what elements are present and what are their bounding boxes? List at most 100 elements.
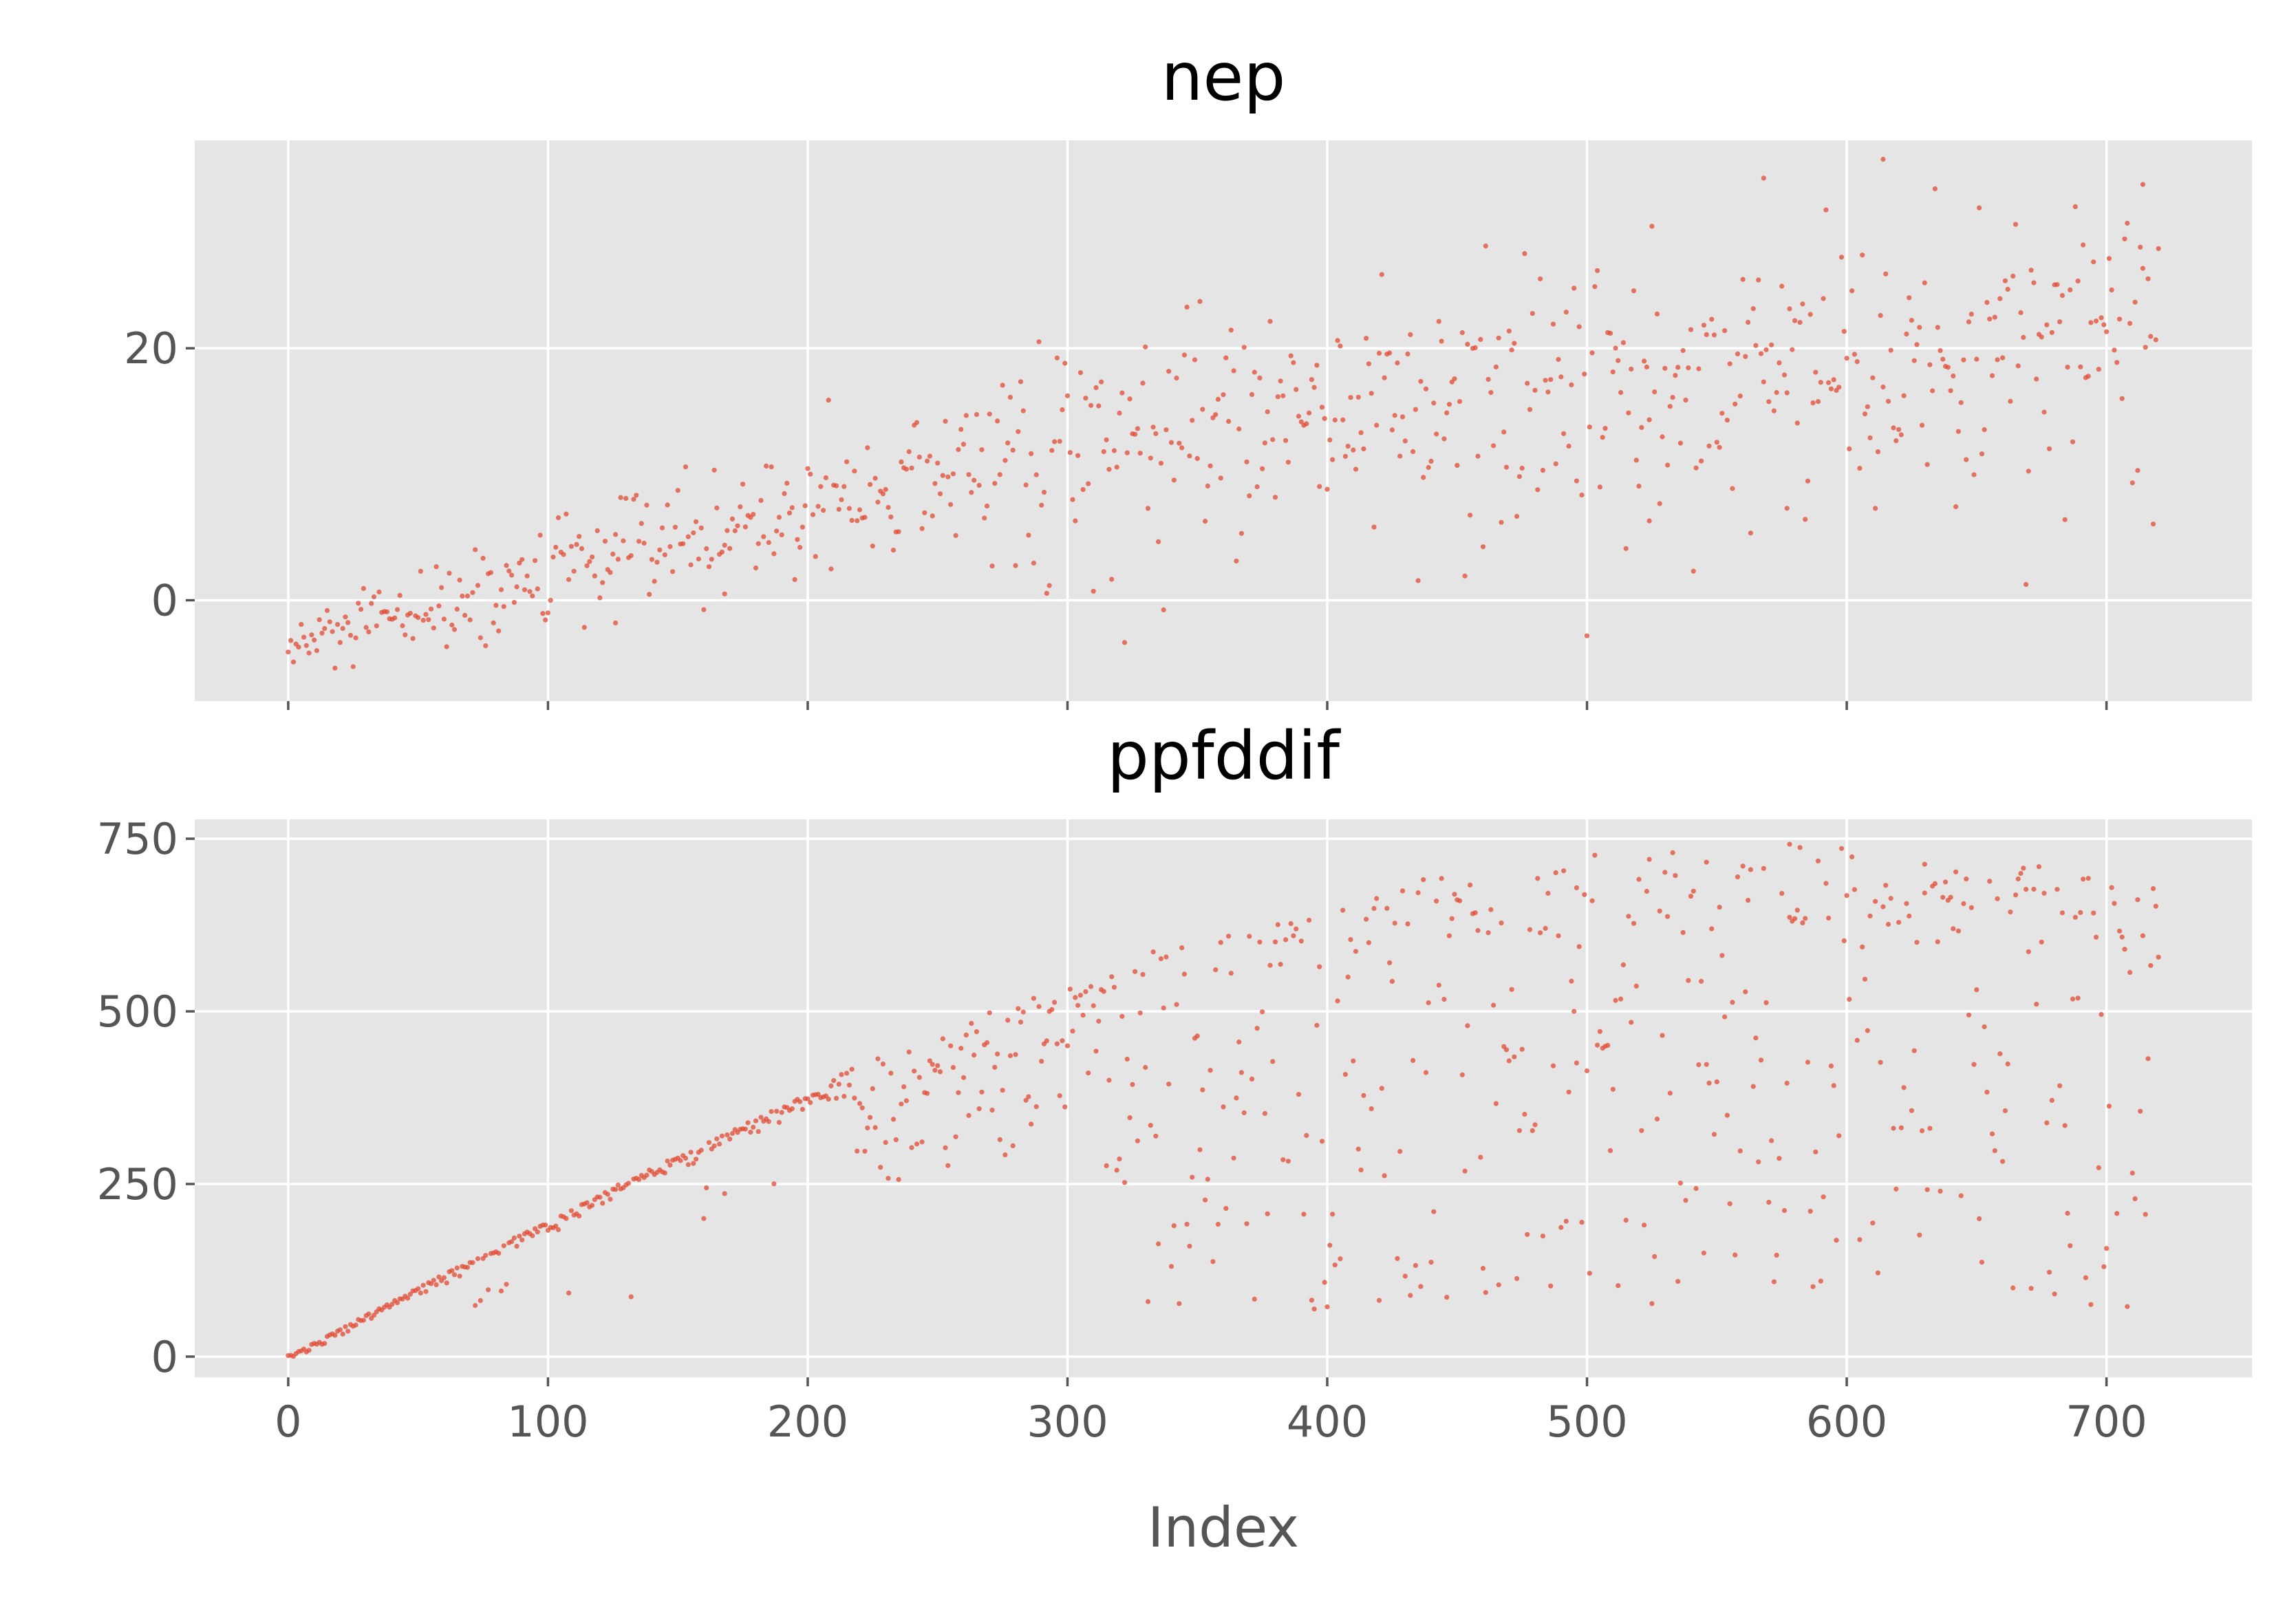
ppfddif-point	[1485, 930, 1491, 936]
nep-point	[613, 620, 619, 626]
ppfddif-point	[1091, 1003, 1096, 1009]
nep-point	[1111, 448, 1117, 453]
ppfddif-point	[1714, 1079, 1719, 1085]
nep-point	[1376, 350, 1382, 356]
nep-point	[844, 459, 850, 464]
nep-point	[802, 503, 808, 508]
ppfddif-point	[553, 1223, 559, 1229]
nep-point	[1854, 359, 1860, 365]
nep-point	[483, 643, 489, 649]
ppfddif-point	[1569, 978, 1574, 984]
ppfddif-point	[1779, 891, 1785, 896]
ppfddif-point	[1683, 1198, 1688, 1203]
nep-point	[1194, 455, 1200, 462]
nep-point	[1629, 366, 1634, 372]
ppfddif-point	[2132, 1196, 2138, 1201]
ppfddif-point	[420, 1282, 426, 1288]
ppfddif-point	[2021, 865, 2026, 871]
ppfddif-point	[916, 1075, 922, 1080]
nep-point	[1073, 518, 1078, 524]
nep-point	[491, 620, 496, 626]
nep-point	[1428, 458, 1434, 464]
ppfddif-point	[1153, 1133, 1159, 1139]
nep-point	[1784, 390, 1790, 396]
nep-point	[403, 632, 408, 638]
ppfddif-point	[2125, 1304, 2130, 1309]
nep-point	[1636, 484, 1642, 489]
ppfddif-point	[1818, 1278, 1823, 1284]
nep-point	[1203, 519, 1208, 524]
nep-point	[1415, 578, 1421, 583]
nep-point	[522, 587, 528, 592]
nep-point	[1493, 364, 1499, 370]
nep-point	[314, 648, 319, 654]
ppfddif-ytick-label-750: 750	[97, 814, 178, 864]
ppfddif-point	[943, 1145, 948, 1150]
ppfddif-point	[1942, 879, 1949, 885]
nep-point	[1563, 310, 1569, 315]
nep-point	[1161, 607, 1166, 613]
ppfddif-point	[1719, 953, 1725, 958]
nep-point	[755, 541, 761, 546]
nep-point	[1249, 391, 1255, 398]
nep-point	[1109, 577, 1115, 582]
ppfddif-point	[1826, 915, 1832, 921]
ppfddif-point	[1633, 983, 1639, 989]
nep-point	[919, 526, 925, 531]
nep-point	[1088, 402, 1094, 408]
nep-point	[1652, 389, 1657, 395]
ppfddif-point	[1260, 1009, 1265, 1015]
nep-point	[1735, 351, 1741, 356]
ppfddif-point	[1530, 1128, 1535, 1133]
nep-point	[488, 570, 494, 575]
ppfddif-point	[1117, 1156, 1122, 1162]
nep-point	[1838, 255, 1845, 260]
nep-point	[602, 539, 608, 544]
ppfddif-point	[1340, 907, 1346, 913]
nep-point	[613, 532, 619, 537]
ppfddif-point	[1080, 1013, 1086, 1018]
ppfddif-point	[433, 1282, 439, 1287]
nep-point	[953, 532, 958, 539]
ppfddif-point	[1888, 896, 1893, 901]
ppfddif-point	[2070, 996, 2076, 1002]
ppfddif-point	[1491, 1002, 1496, 1008]
ppfddif-point	[2013, 892, 2019, 898]
ppfddif-point	[694, 1156, 699, 1162]
nep-point	[1706, 443, 1712, 449]
ppfddif-point	[608, 1196, 613, 1202]
ppfddif-point	[1652, 1254, 1657, 1259]
ppfddif-point	[1431, 1209, 1437, 1214]
nep-point	[1039, 502, 1044, 508]
nep-point	[714, 505, 720, 510]
nep-point	[922, 510, 927, 515]
ppfddif-point	[1452, 892, 1457, 897]
ppfddif-point	[1592, 852, 1598, 858]
nep-point	[540, 611, 546, 616]
nep-point	[1421, 475, 1426, 480]
nep-point	[1093, 385, 1099, 391]
nep-point	[1503, 464, 1510, 470]
nep-point	[1579, 492, 1585, 498]
nep-point	[1781, 372, 1788, 378]
ppfddif-point	[979, 1089, 985, 1095]
nep-point	[1519, 465, 1525, 471]
ppfddif-point	[1717, 905, 1722, 910]
nep-point	[1550, 321, 1556, 327]
ppfddif-point	[2143, 1212, 2148, 1217]
nep-point	[1860, 252, 1865, 258]
nep-point	[2028, 268, 2034, 273]
nep-point	[1719, 411, 1725, 416]
nep-point	[1215, 396, 1221, 402]
ppfddif-point	[470, 1260, 475, 1265]
nep-point	[1060, 407, 1065, 413]
nep-point	[1805, 478, 1810, 484]
nep-point	[361, 585, 367, 592]
nep-point	[1005, 440, 1011, 446]
ppfddif-point	[1589, 898, 1595, 903]
nep-point	[1150, 424, 1156, 430]
ppfddif-point	[1662, 870, 1668, 875]
ppfddif-point	[1247, 934, 1252, 939]
ppfddif-point	[1704, 1062, 1709, 1067]
nep-point	[2062, 517, 2068, 522]
